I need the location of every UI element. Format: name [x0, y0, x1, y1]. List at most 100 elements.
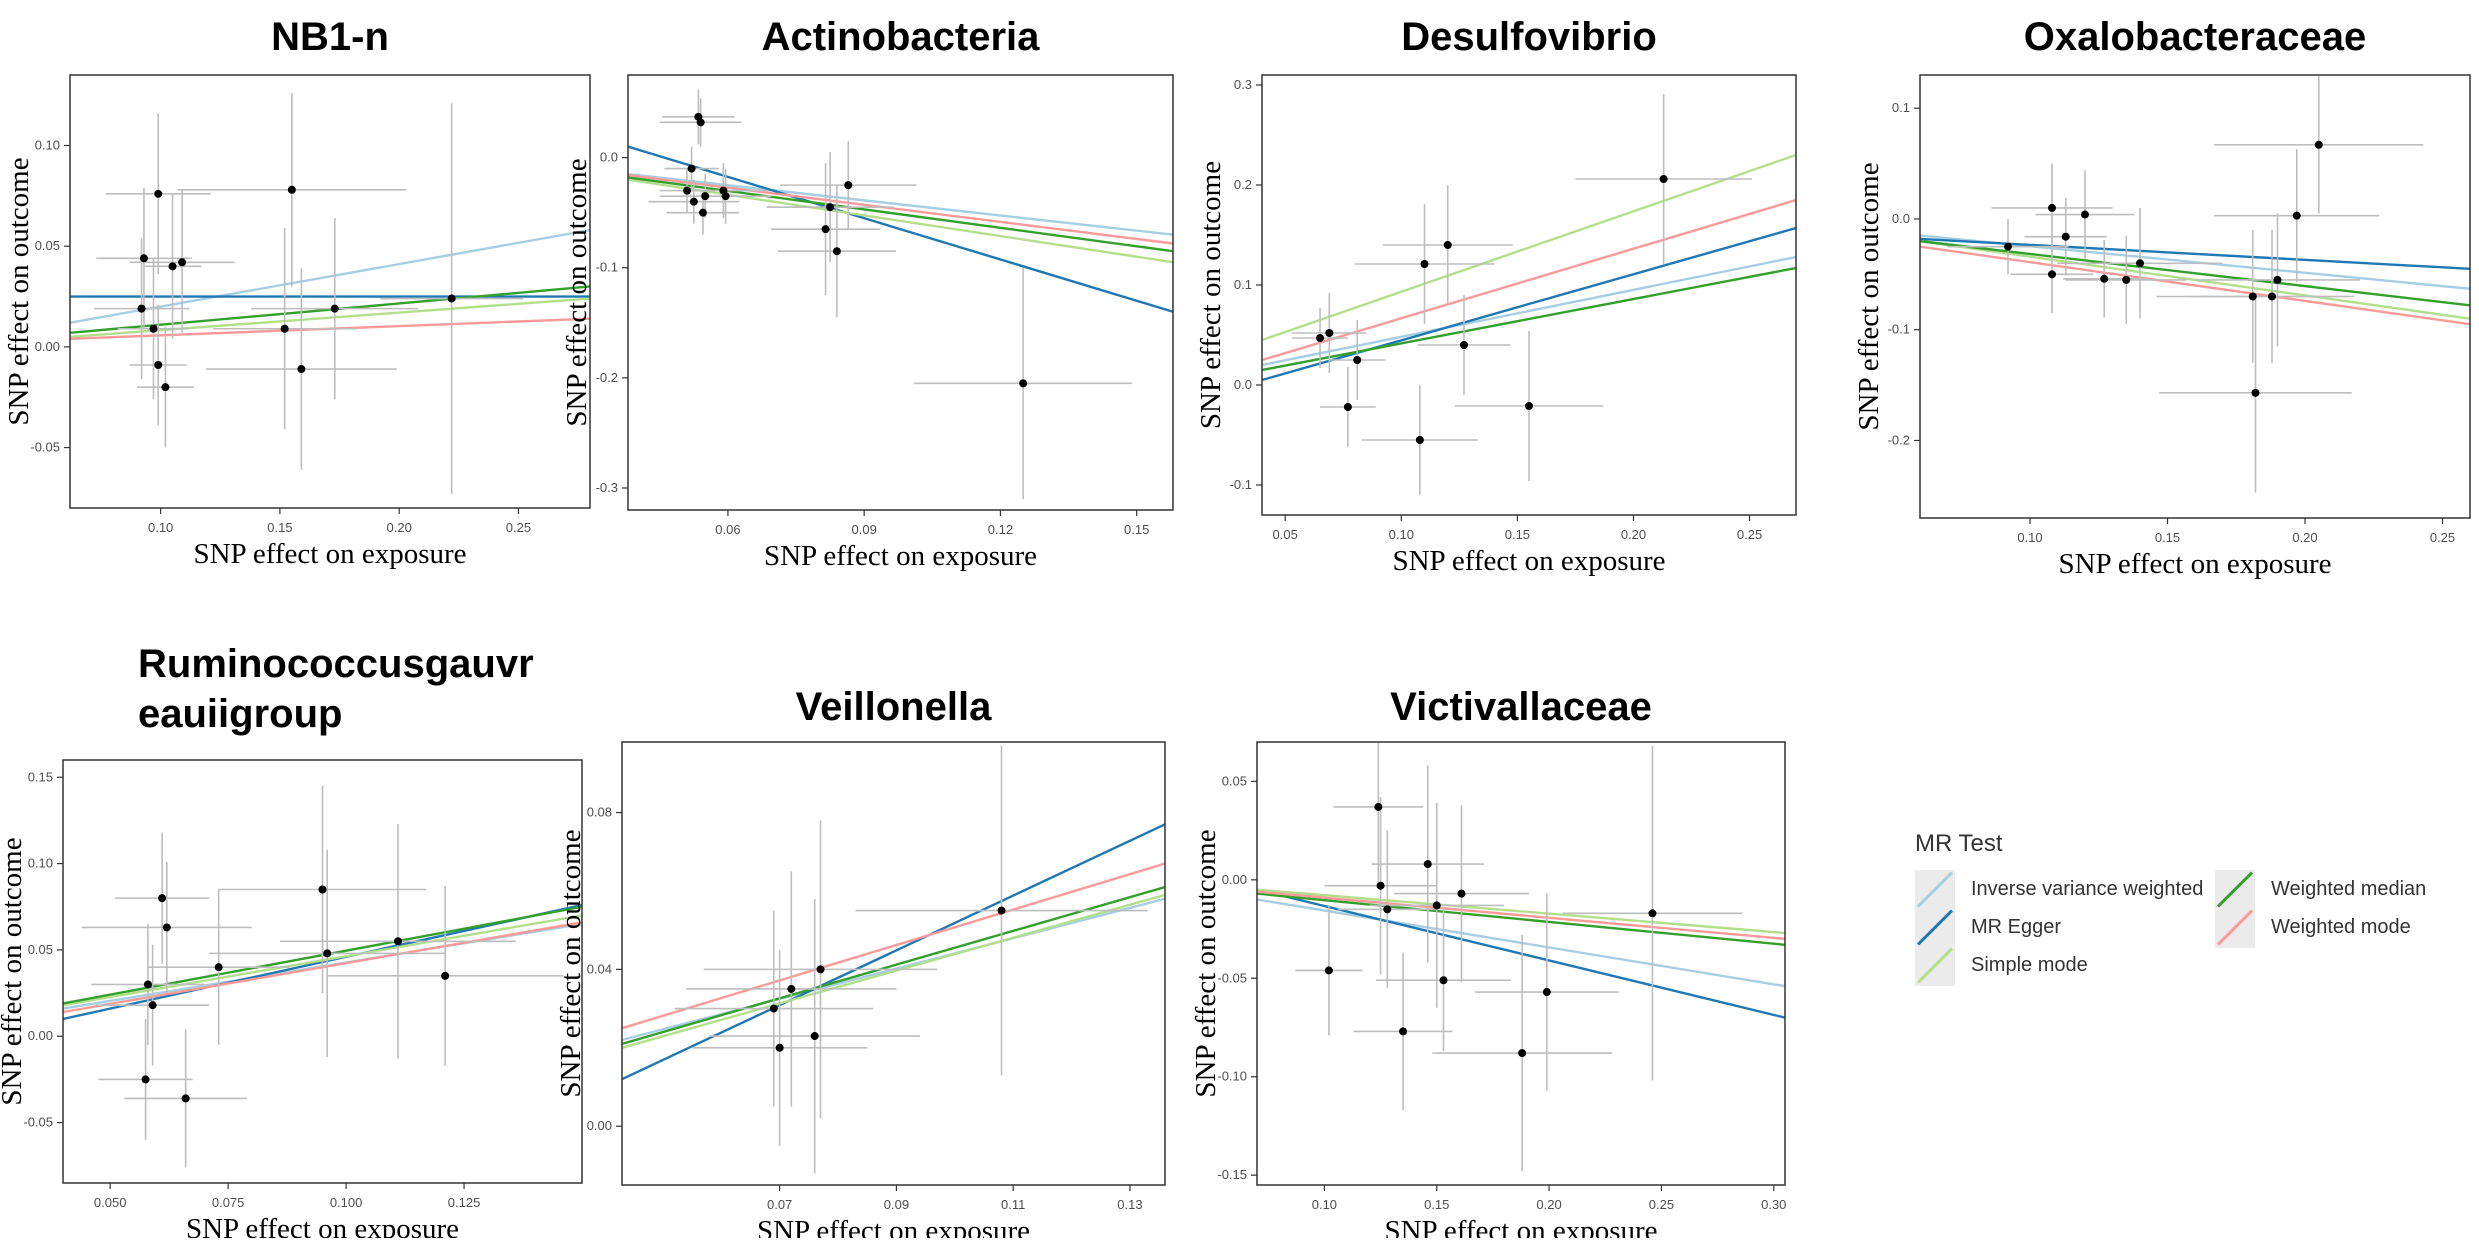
plot-area: [1920, 76, 2470, 493]
x-tick-label: 0.06: [715, 522, 740, 537]
legend-label-egger: MR Egger: [1971, 916, 2062, 938]
legend-label-weighted-mode: Weighted mode: [2271, 916, 2411, 938]
plot-frame: [62, 759, 583, 1184]
plot-frame: [69, 74, 591, 509]
x-tick-label: 0.10: [1312, 1197, 1337, 1212]
x-tick-label: 0.050: [94, 1195, 127, 1210]
data-point: [148, 1001, 157, 1010]
line-wmedian: [70, 285, 590, 334]
y-tick-label: -0.1: [1230, 477, 1252, 492]
data-point: [330, 304, 339, 313]
data-point: [287, 185, 296, 194]
plot-area: [63, 785, 582, 1168]
x-axis-label: SNP effect on exposure: [1392, 545, 1665, 577]
plot-area: [622, 745, 1165, 1174]
x-tick-label: 0.11: [1001, 1197, 1025, 1212]
panel-1: NB1-n0.10 0.15 0.20 0.25-0.050.000.050.10SN…: [3, 15, 591, 570]
line-wmode: [1257, 890, 1785, 941]
data-point: [141, 1075, 150, 1084]
x-tick-label: 0.09: [852, 522, 877, 537]
x-axis-label: SNP effect on exposure: [193, 538, 466, 570]
legend-key-weighted-median: [2215, 870, 2255, 910]
x-tick-label: 0.30: [1761, 1197, 1786, 1212]
x-tick-label: 0.075: [212, 1195, 245, 1210]
y-tick-label: -0.2: [596, 370, 618, 385]
data-point: [1459, 341, 1468, 349]
line-ivw: [70, 228, 590, 324]
x-tick-label: 0.15: [267, 520, 292, 535]
legend-label-ivw: Inverse variance weighted: [1971, 878, 2204, 900]
x-axis-label: SNP effect on exposure: [2058, 548, 2331, 580]
plot-area: [1257, 742, 1785, 1172]
data-point: [1648, 909, 1657, 918]
legend: MR Test Inverse variance weighted MR Egg…: [1915, 830, 2435, 1010]
data-point: [787, 984, 796, 993]
data-point: [1376, 881, 1385, 890]
y-axis-label: SNP effect on outcome: [3, 157, 35, 425]
line-ivw: [1257, 898, 1785, 988]
data-point: [1443, 241, 1452, 249]
legend-key-egger: [1915, 908, 1955, 948]
plot-area: [628, 89, 1173, 499]
line-ivw: [1262, 255, 1796, 367]
y-tick-label: 0.00: [587, 1118, 612, 1133]
data-point: [2004, 242, 2012, 251]
data-point: [214, 963, 223, 972]
x-tick-label: 0.25: [1737, 527, 1762, 542]
line-simple: [622, 893, 1165, 1049]
data-point: [1659, 175, 1668, 183]
data-point: [2081, 210, 2089, 219]
legend-label-simple-mode: Simple mode: [1971, 954, 2088, 976]
data-point: [1325, 329, 1334, 337]
data-point: [1525, 402, 1533, 410]
x-axis-label: SNP effect on exposure: [764, 540, 1037, 572]
data-point: [2048, 203, 2056, 212]
data-point: [821, 225, 830, 234]
panel-title: Actinobacteria: [762, 15, 1041, 59]
line-egger: [628, 145, 1173, 313]
y-tick-label: -0.3: [596, 480, 618, 495]
y-tick-label: 0.10: [35, 137, 60, 152]
y-tick-label: 0.04: [587, 961, 612, 976]
y-axis-label: SNP effect on outcome: [555, 829, 587, 1097]
data-point: [154, 361, 163, 370]
data-point: [447, 294, 456, 303]
x-tick-label: 0.10: [1389, 527, 1414, 542]
data-point: [181, 1094, 190, 1103]
data-point: [318, 885, 327, 894]
legend-key-ivw: [1915, 870, 1955, 910]
panel-title: Oxalobacteraceae: [2024, 15, 2366, 59]
y-axis-label: SNP effect on outcome: [0, 837, 28, 1105]
data-point: [1432, 901, 1441, 910]
y-tick-label: 0.0: [1234, 377, 1252, 392]
x-tick-label: 0.25: [2430, 530, 2455, 545]
x-axis-label: SNP effect on exposure: [757, 1215, 1030, 1238]
data-point: [810, 1032, 819, 1041]
y-tick-label: 0.0: [600, 150, 618, 165]
panel-title: Veillonella: [796, 685, 992, 729]
line-simple: [70, 297, 590, 339]
legend-title: MR Test: [1915, 830, 2003, 857]
y-tick-label: -0.05: [1217, 970, 1247, 985]
y-axis-label: SNP effect on outcome: [1853, 162, 1885, 430]
data-point: [149, 324, 158, 333]
data-point: [701, 192, 710, 201]
data-point: [1439, 976, 1448, 985]
data-point: [997, 906, 1006, 915]
panel-title-line: Ruminococcusgauvr: [138, 642, 534, 686]
data-point: [2292, 211, 2301, 220]
x-tick-label: 0.07: [767, 1197, 792, 1212]
line-wmode: [628, 174, 1173, 245]
y-tick-label: -0.2: [1888, 432, 1910, 447]
y-tick-label: 0.05: [1222, 773, 1247, 788]
line-wmedian: [622, 885, 1165, 1046]
data-point: [2048, 270, 2056, 279]
line-ivw: [628, 172, 1173, 236]
x-tick-label: 0.20: [1536, 1197, 1561, 1212]
x-tick-label: 0.125: [448, 1195, 481, 1210]
y-tick-label: 0.05: [35, 238, 60, 253]
data-point: [154, 189, 163, 198]
y-tick-label: 0.1: [1234, 277, 1252, 292]
data-point: [2314, 140, 2323, 149]
